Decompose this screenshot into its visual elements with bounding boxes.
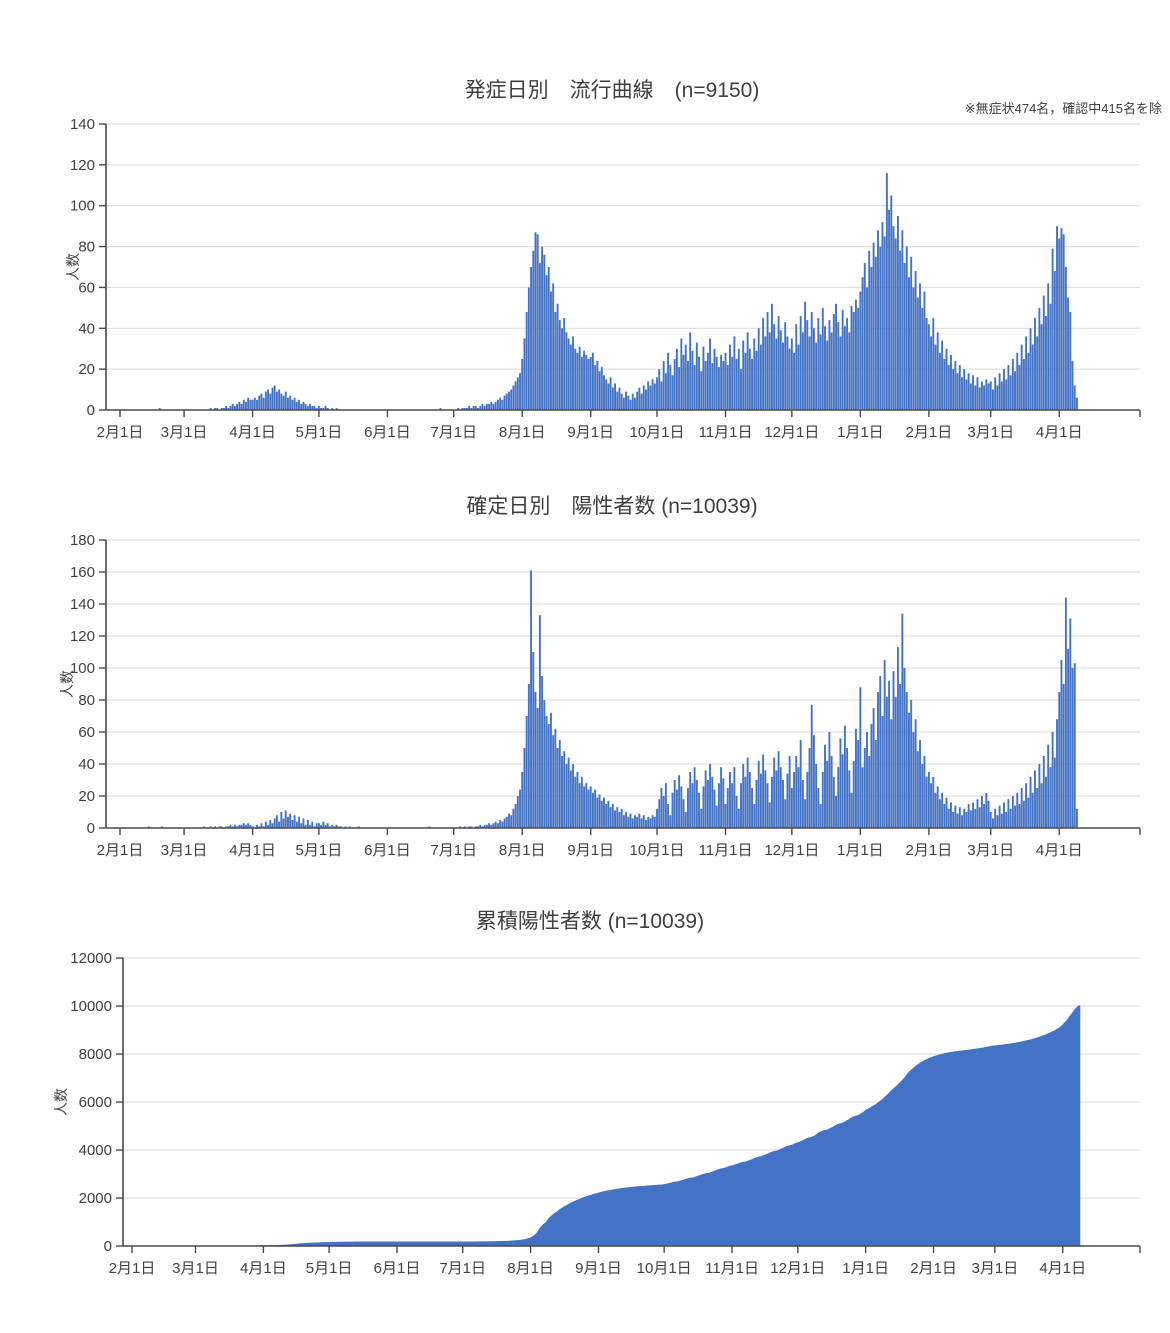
onset-tick-labels: 0 20 40 60 80 100 120 140 2月1日 3月1日 4月1日 5月1日 6月1日 7月… bbox=[70, 116, 1083, 441]
confirmed-y-tick-label: 100 bbox=[70, 660, 95, 677]
confirmed-x-tick-label: 11月1日 bbox=[699, 842, 753, 859]
cumulative-y-tick-label: 12000 bbox=[70, 950, 112, 967]
cumulative-x-tick-label: 12月1日 bbox=[770, 1260, 825, 1277]
confirmed-y-tick-label: 160 bbox=[70, 564, 95, 581]
cumulative-chart-title: 累積陽性者数 (n=10039) bbox=[476, 910, 704, 933]
onset-y-axis-label: 人数 bbox=[65, 253, 81, 281]
cumulative-x-tick-label: 6月1日 bbox=[374, 1260, 421, 1277]
cumulative-y-tick-label: 10000 bbox=[70, 998, 112, 1015]
cumulative-y-tick-label: 4000 bbox=[79, 1142, 112, 1159]
onset-axes bbox=[99, 123, 1141, 417]
onset-x-tick-label: 3月1日 bbox=[967, 424, 1014, 441]
confirmed-x-tick-label: 4月1日 bbox=[229, 842, 276, 859]
cumulative-axes bbox=[116, 957, 1141, 1253]
confirmed-x-tick-label: 2月1日 bbox=[906, 842, 953, 859]
cumulative-x-tick-label: 9月1日 bbox=[575, 1260, 622, 1277]
confirmed-x-tick-label: 3月1日 bbox=[161, 842, 208, 859]
cumulative-series bbox=[132, 1005, 1081, 1246]
confirmed-y-tick-label: 0 bbox=[87, 820, 95, 837]
cumulative-x-tick-label: 4月1日 bbox=[240, 1260, 287, 1277]
onset-x-tick-label: 10月1日 bbox=[630, 424, 685, 441]
confirmed-y-tick-label: 80 bbox=[78, 692, 95, 709]
confirmed-x-tick-label: 4月1日 bbox=[1036, 842, 1083, 859]
cumulative-x-tick-label: 1月1日 bbox=[842, 1260, 889, 1277]
cumulative-x-tick-label: 2月1日 bbox=[910, 1260, 957, 1277]
onset-x-tick-label: 11月1日 bbox=[699, 424, 753, 441]
onset-y-tick-label: 100 bbox=[70, 198, 95, 215]
confirmed-series bbox=[147, 570, 1078, 828]
confirmed-y-tick-label: 120 bbox=[70, 628, 95, 645]
confirmed-x-tick-label: 12月1日 bbox=[764, 842, 819, 859]
cumulative-x-tick-label: 7月1日 bbox=[439, 1260, 486, 1277]
cumulative-x-tick-label: 4月1日 bbox=[1039, 1260, 1086, 1277]
cumulative-plot-area: 0 2000 4000 6000 8000 10000 12000 2月1日 3月1日 4月1日 5… bbox=[70, 950, 1141, 1277]
confirmed-y-tick-label: 20 bbox=[78, 788, 95, 805]
confirmed-x-tick-label: 2月1日 bbox=[97, 842, 144, 859]
confirmed-y-tick-label: 140 bbox=[70, 596, 95, 613]
onset-y-tick-label: 60 bbox=[78, 279, 95, 296]
confirmed-x-tick-label: 7月1日 bbox=[430, 842, 477, 859]
cumulative-x-tick-label: 3月1日 bbox=[972, 1260, 1019, 1277]
cumulative-x-tick-label: 10月1日 bbox=[637, 1260, 692, 1277]
cumulative-y-tick-label: 8000 bbox=[79, 1046, 112, 1063]
onset-x-tick-label: 9月1日 bbox=[567, 424, 614, 441]
onset-plot-area: 0 20 40 60 80 100 120 140 2月1日 3月1日 4月1日 5月1日 6月1日 7月… bbox=[70, 116, 1141, 441]
cumulative-tick-labels: 0 2000 4000 6000 8000 10000 12000 2月1日 3月1日 4月1日 5… bbox=[70, 950, 1086, 1277]
exclusion-note: ※無症状474名，確認中415名を除 bbox=[965, 101, 1162, 116]
onset-y-tick-label: 40 bbox=[78, 320, 95, 337]
confirmed-axes bbox=[99, 539, 1141, 835]
onset-x-tick-label: 3月1日 bbox=[161, 424, 208, 441]
cumulative-y-axis-label: 人数 bbox=[53, 1088, 69, 1116]
confirmed-tick-labels: 0 20 40 60 80 100 120 140 160 180 2月1日 3月1日 4月1日 5月1日… bbox=[70, 532, 1083, 859]
cumulative-y-tick-label: 2000 bbox=[79, 1190, 112, 1207]
onset-y-tick-label: 20 bbox=[78, 361, 95, 378]
confirmed-x-tick-label: 1月1日 bbox=[837, 842, 884, 859]
cumulative-x-tick-label: 3月1日 bbox=[172, 1260, 219, 1277]
onset-y-tick-label: 120 bbox=[70, 157, 95, 174]
onset-y-tick-label: 140 bbox=[70, 116, 95, 133]
cumulative-x-tick-label: 11月1日 bbox=[705, 1260, 759, 1277]
confirmed-chart-title: 確定日別 陽性者数 (n=10039) bbox=[466, 495, 757, 518]
onset-x-tick-label: 1月1日 bbox=[837, 424, 884, 441]
onset-x-tick-label: 5月1日 bbox=[296, 424, 343, 441]
onset-x-tick-label: 8月1日 bbox=[499, 424, 546, 441]
confirmed-x-tick-label: 10月1日 bbox=[630, 842, 685, 859]
confirmed-x-tick-label: 9月1日 bbox=[567, 842, 614, 859]
onset-x-tick-label: 7月1日 bbox=[430, 424, 477, 441]
onset-y-tick-label: 0 bbox=[87, 402, 95, 419]
onset-x-tick-label: 12月1日 bbox=[764, 424, 819, 441]
onset-y-tick-label: 80 bbox=[78, 239, 95, 256]
confirmed-y-axis-label: 人数 bbox=[59, 670, 75, 698]
cumulative-x-tick-label: 2月1日 bbox=[109, 1260, 156, 1277]
onset-x-tick-label: 4月1日 bbox=[229, 424, 276, 441]
confirmed-y-tick-label: 180 bbox=[70, 532, 95, 549]
onset-chart-title: 発症日別 流行曲線 (n=9150) bbox=[465, 79, 760, 102]
onset-x-tick-label: 2月1日 bbox=[97, 424, 144, 441]
cumulative-y-tick-label: 6000 bbox=[79, 1094, 112, 1111]
confirmed-y-tick-label: 40 bbox=[78, 756, 95, 773]
cumulative-x-tick-label: 8月1日 bbox=[507, 1260, 554, 1277]
confirmed-x-tick-label: 8月1日 bbox=[499, 842, 546, 859]
onset-gridlines bbox=[106, 123, 1140, 370]
cumulative-x-tick-label: 5月1日 bbox=[306, 1260, 353, 1277]
onset-x-tick-label: 2月1日 bbox=[906, 424, 953, 441]
confirmed-gridlines bbox=[106, 539, 1140, 797]
confirmed-y-tick-label: 60 bbox=[78, 724, 95, 741]
onset-series bbox=[158, 173, 1078, 410]
confirmed-x-tick-label: 6月1日 bbox=[364, 842, 411, 859]
onset-x-tick-label: 4月1日 bbox=[1036, 424, 1083, 441]
cumulative-y-tick-label: 0 bbox=[104, 1238, 112, 1255]
confirmed-x-tick-label: 5月1日 bbox=[296, 842, 343, 859]
confirmed-plot-area: 0 20 40 60 80 100 120 140 160 180 2月1日 3月1日 4月1日 5月1日… bbox=[70, 532, 1141, 859]
confirmed-x-tick-label: 3月1日 bbox=[967, 842, 1014, 859]
onset-x-tick-label: 6月1日 bbox=[364, 424, 411, 441]
